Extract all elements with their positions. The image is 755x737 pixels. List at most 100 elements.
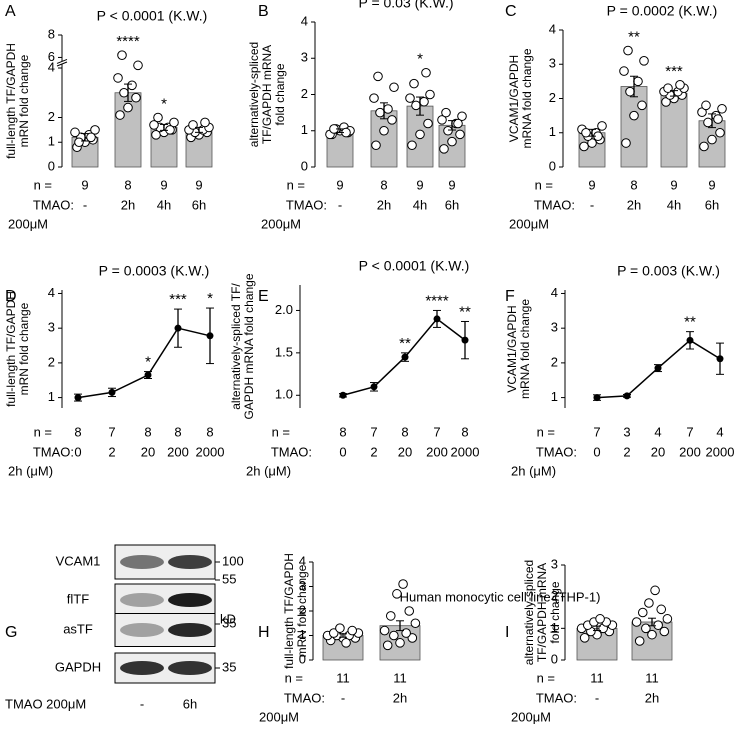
y-tick-label: 3 bbox=[299, 578, 306, 593]
data-point bbox=[382, 640, 393, 651]
panel-letter: G bbox=[5, 624, 17, 641]
marker-label: 35 bbox=[222, 615, 236, 630]
data-point bbox=[409, 78, 419, 89]
y-axis-label: VCAM1/GAPDH bbox=[505, 305, 519, 392]
y-tick-label: 1 bbox=[48, 134, 55, 149]
x-tick-label: 20 bbox=[141, 444, 155, 459]
data-point bbox=[369, 93, 379, 103]
y-axis-label: mRNA fold change bbox=[518, 299, 532, 399]
line-point bbox=[654, 364, 662, 372]
data-point bbox=[579, 633, 590, 643]
x-axis-label: 2h (μM) bbox=[246, 463, 291, 478]
data-point bbox=[631, 617, 642, 627]
panel-letter: A bbox=[5, 3, 16, 20]
y-tick-label: 2 bbox=[551, 588, 558, 603]
data-point bbox=[419, 96, 429, 107]
line-point bbox=[339, 391, 347, 399]
y-axis-label: full-length TF/GAPDH bbox=[282, 553, 296, 669]
x-axis-label: TMAO: bbox=[271, 444, 312, 459]
data-point bbox=[188, 120, 198, 130]
y-tick-label: 0 bbox=[48, 158, 55, 173]
y-tick-label: 2 bbox=[301, 86, 308, 101]
data-point bbox=[455, 129, 465, 140]
data-point bbox=[375, 107, 385, 118]
x-tick-label: 2000 bbox=[706, 444, 735, 459]
blot-row-label: flTF bbox=[67, 591, 89, 606]
data-point bbox=[441, 107, 451, 118]
significance: * bbox=[145, 354, 151, 371]
data-point bbox=[341, 638, 351, 648]
blot-band bbox=[120, 555, 164, 569]
x-tick-label: - bbox=[595, 690, 599, 705]
data-point bbox=[625, 86, 635, 97]
n-value: 9 bbox=[588, 177, 595, 192]
data-point bbox=[637, 100, 647, 111]
significance: ** bbox=[459, 303, 471, 320]
data-point bbox=[699, 141, 709, 152]
line-point bbox=[174, 324, 182, 332]
line-point bbox=[461, 336, 469, 344]
n-value: 4 bbox=[716, 424, 723, 439]
x-tick-label: - bbox=[341, 690, 345, 705]
x-tick-label: 6h bbox=[445, 197, 459, 212]
x-tick-label: 2h bbox=[645, 690, 659, 705]
n-value: 9 bbox=[416, 177, 423, 192]
data-point bbox=[675, 80, 685, 90]
data-point bbox=[407, 140, 417, 151]
y-tick-label: 4 bbox=[48, 59, 55, 74]
n-value: 9 bbox=[708, 177, 715, 192]
data-point bbox=[389, 82, 399, 93]
x-tick-label: 4h bbox=[157, 197, 171, 212]
x-axis-label: TMAO: bbox=[33, 197, 74, 212]
x-tick-label: 6h bbox=[192, 197, 206, 212]
significance: ** bbox=[684, 314, 696, 331]
panel-title: P = 0.0002 (K.W.) bbox=[607, 3, 718, 19]
blot-unit: kD bbox=[220, 611, 236, 626]
x-axis-label: TMAO: bbox=[33, 444, 74, 459]
n-label: n = bbox=[535, 177, 553, 192]
panel-title: P = 0.003 (K.W.) bbox=[617, 263, 720, 279]
line-point bbox=[370, 383, 378, 391]
n-value: 8 bbox=[74, 424, 81, 439]
y-tick-label: 3 bbox=[551, 556, 558, 571]
x-axis-label: 2h (μM) bbox=[8, 463, 53, 478]
x-tick-label: 0 bbox=[74, 444, 81, 459]
data-point bbox=[447, 136, 457, 147]
y-tick-label: 1 bbox=[48, 389, 55, 404]
data-point bbox=[392, 589, 402, 599]
x-axis-label: TMAO: bbox=[284, 690, 325, 705]
y-tick-label: 2 bbox=[48, 354, 55, 369]
x-tick-label: 2h bbox=[393, 690, 407, 705]
marker-label: 35 bbox=[222, 659, 236, 674]
x-tick-label: 20 bbox=[651, 444, 665, 459]
data-point bbox=[644, 598, 654, 608]
blot-lane: - bbox=[140, 696, 144, 711]
data-point bbox=[74, 137, 84, 148]
x-tick-label: 0 bbox=[339, 444, 346, 459]
line-point bbox=[593, 394, 601, 402]
y-axis-label: mRN fold change bbox=[17, 302, 31, 395]
y-tick-label: 1.0 bbox=[275, 387, 293, 402]
y-tick-label: 1.5 bbox=[275, 344, 293, 359]
blot-band bbox=[120, 623, 164, 637]
data-point bbox=[119, 87, 129, 98]
panel-title: P < 0.0001 (K.W.) bbox=[97, 8, 208, 24]
data-point bbox=[405, 93, 415, 103]
n-value: 3 bbox=[623, 424, 630, 439]
x-axis-label: 200μM bbox=[511, 709, 551, 724]
data-point bbox=[379, 125, 389, 136]
y-tick-label: 1 bbox=[551, 620, 558, 635]
data-point bbox=[717, 103, 727, 114]
significance: * bbox=[417, 51, 423, 68]
y-tick-label: 0 bbox=[549, 158, 556, 173]
data-point bbox=[701, 100, 711, 111]
data-point bbox=[127, 80, 137, 91]
y-tick-label: 2 bbox=[299, 602, 306, 617]
data-point bbox=[401, 628, 411, 638]
x-axis-label: TMAO: bbox=[534, 197, 575, 212]
x-tick-label: 4h bbox=[667, 197, 681, 212]
n-value: 8 bbox=[461, 424, 468, 439]
data-point bbox=[623, 45, 633, 56]
y-tick-label: 4 bbox=[551, 285, 558, 300]
x-tick-label: 6h bbox=[705, 197, 719, 212]
